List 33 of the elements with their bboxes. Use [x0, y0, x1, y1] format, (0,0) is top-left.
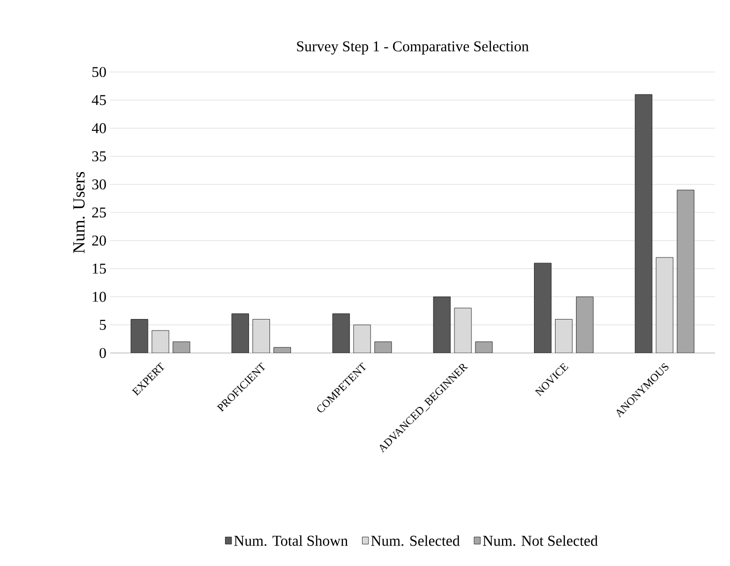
y-tick-label: 40 [92, 123, 106, 134]
y-tick-label: 5 [100, 320, 106, 330]
bar [433, 296, 451, 353]
bar [676, 190, 694, 353]
y-tick-label: 50 [92, 66, 106, 78]
bar [634, 94, 652, 353]
y-tick-label: 10 [92, 292, 106, 302]
y-tick-label: 45 [92, 95, 106, 106]
legend-label: Num. Not Selected [482, 535, 598, 546]
y-tick-label: 35 [92, 151, 106, 162]
bar [332, 313, 350, 353]
y-tick-label: 20 [92, 236, 106, 246]
bar [152, 330, 170, 353]
bar [172, 342, 190, 353]
bar [130, 319, 148, 353]
bar [555, 319, 572, 353]
bar [534, 262, 552, 353]
y-tick-label: 15 [92, 264, 106, 274]
y-axis-title: Num. Users [73, 172, 85, 254]
y-tick-label: 0 [100, 348, 106, 358]
y-tick-label: 30 [92, 179, 106, 190]
bar [252, 319, 270, 353]
bar [232, 313, 249, 353]
legend-label: Num. Total Shown [234, 535, 348, 546]
bar [454, 308, 472, 353]
bar [576, 296, 594, 353]
bar [353, 324, 371, 353]
bar [475, 342, 492, 353]
bar [656, 257, 674, 353]
legend-label: Num. Selected [371, 535, 460, 546]
bar [374, 342, 392, 353]
y-tick-label: 25 [92, 207, 106, 218]
chart-title: Survey Step 1 - Comparative Selection [297, 40, 529, 54]
